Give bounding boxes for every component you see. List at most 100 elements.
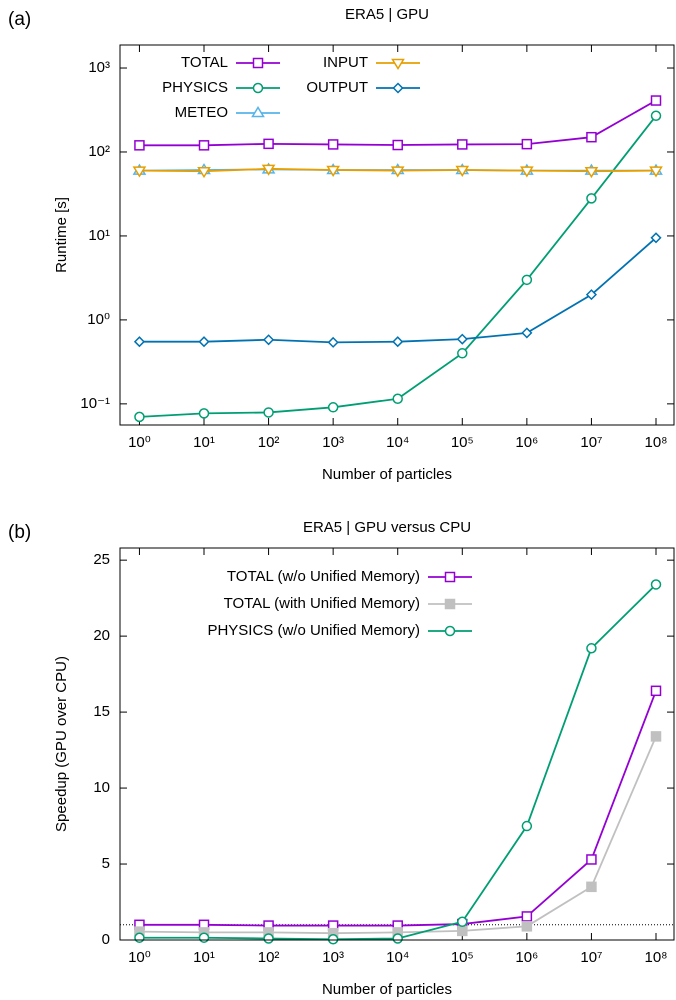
marker bbox=[586, 131, 597, 143]
x-tick-label: 10¹ bbox=[193, 949, 215, 966]
marker bbox=[327, 139, 339, 150]
marker bbox=[392, 393, 403, 405]
marker bbox=[457, 348, 468, 359]
x-tick-label: 10⁶ bbox=[515, 434, 538, 451]
y-tick-label: 10³ bbox=[88, 59, 110, 76]
legend-label: PHYSICS bbox=[162, 79, 228, 96]
marker bbox=[586, 881, 597, 893]
marker bbox=[520, 166, 534, 178]
marker bbox=[456, 333, 468, 345]
x-tick-label: 10⁶ bbox=[515, 949, 538, 966]
x-axis-label: Number of particles bbox=[322, 981, 452, 998]
y-tick-label: 10² bbox=[88, 143, 110, 160]
marker bbox=[392, 139, 403, 151]
marker bbox=[521, 921, 533, 932]
marker bbox=[132, 166, 147, 178]
y-axis-label: Runtime [s] bbox=[53, 197, 70, 273]
marker bbox=[134, 411, 145, 423]
legend-label: INPUT bbox=[323, 54, 368, 71]
marker bbox=[327, 933, 339, 945]
marker bbox=[457, 925, 468, 937]
marker bbox=[198, 408, 210, 419]
marker bbox=[521, 820, 533, 832]
marker bbox=[198, 140, 210, 151]
marker bbox=[263, 933, 274, 944]
marker bbox=[586, 643, 597, 654]
x-tick-label: 10⁷ bbox=[580, 434, 602, 451]
marker bbox=[327, 336, 339, 348]
marker bbox=[261, 164, 276, 176]
marker bbox=[521, 138, 533, 150]
marker bbox=[650, 232, 662, 244]
legend-label: TOTAL (w/o Unified Memory) bbox=[227, 568, 420, 585]
y-tick-label: 0 bbox=[102, 931, 110, 948]
x-tick-label: 10⁷ bbox=[580, 949, 602, 966]
marker bbox=[263, 138, 274, 150]
marker bbox=[251, 106, 265, 118]
x-tick-label: 10⁰ bbox=[128, 434, 151, 451]
plot-frame bbox=[119, 547, 675, 941]
marker bbox=[457, 916, 468, 928]
marker bbox=[649, 166, 663, 178]
marker bbox=[390, 166, 405, 178]
y-tick-label: 10 bbox=[93, 779, 110, 796]
x-tick-label: 10⁸ bbox=[644, 434, 667, 451]
chart-title: ERA5 | GPU bbox=[345, 6, 429, 23]
y-tick-label: 5 bbox=[102, 855, 110, 872]
series-line bbox=[139, 690, 657, 927]
y-tick-label: 15 bbox=[93, 703, 110, 720]
x-tick-label: 10² bbox=[258, 949, 280, 966]
legend-label: PHYSICS (w/o Unified Memory) bbox=[207, 622, 420, 639]
panel-label: (a) bbox=[8, 9, 31, 30]
marker bbox=[586, 854, 597, 865]
y-tick-label: 25 bbox=[93, 551, 110, 568]
series-line bbox=[139, 115, 657, 418]
marker bbox=[650, 110, 662, 122]
x-tick-label: 10² bbox=[258, 434, 280, 451]
marker bbox=[263, 334, 275, 346]
marker bbox=[650, 731, 662, 742]
marker bbox=[252, 57, 264, 69]
marker bbox=[444, 625, 456, 637]
marker bbox=[586, 193, 597, 204]
marker bbox=[133, 336, 145, 348]
panel-label: (b) bbox=[8, 522, 31, 543]
marker bbox=[650, 579, 662, 590]
marker bbox=[391, 58, 405, 70]
y-tick-label: 10⁰ bbox=[87, 311, 110, 328]
legend-label: OUTPUT bbox=[306, 79, 368, 96]
marker bbox=[198, 336, 210, 348]
marker bbox=[263, 407, 274, 418]
x-tick-label: 10⁸ bbox=[644, 949, 667, 966]
marker bbox=[521, 327, 533, 339]
y-axis-label: Speedup (GPU over CPU) bbox=[53, 656, 70, 832]
y-tick-label: 10¹ bbox=[88, 227, 110, 244]
marker bbox=[197, 166, 211, 179]
marker bbox=[650, 95, 662, 106]
series-line bbox=[139, 736, 657, 935]
chart-title: ERA5 | GPU versus CPU bbox=[303, 519, 471, 536]
x-tick-label: 10⁴ bbox=[386, 434, 409, 451]
x-tick-label: 10³ bbox=[322, 949, 344, 966]
marker bbox=[585, 289, 597, 301]
x-tick-label: 10¹ bbox=[193, 434, 215, 451]
marker bbox=[198, 932, 210, 943]
plot-frame bbox=[119, 44, 675, 426]
x-tick-label: 10⁴ bbox=[386, 949, 409, 966]
marker bbox=[392, 933, 403, 944]
x-tick-label: 10⁰ bbox=[128, 949, 151, 966]
marker bbox=[444, 598, 456, 610]
y-tick-label: 10⁻¹ bbox=[80, 395, 110, 412]
y-tick-label: 20 bbox=[93, 627, 110, 644]
marker bbox=[521, 274, 533, 286]
x-tick-label: 10⁵ bbox=[451, 949, 474, 966]
marker bbox=[392, 82, 404, 94]
x-axis-label: Number of particles bbox=[322, 466, 452, 483]
marker bbox=[455, 165, 470, 177]
marker bbox=[326, 165, 340, 177]
legend-label: TOTAL (with Unified Memory) bbox=[224, 595, 420, 612]
marker bbox=[457, 139, 468, 150]
marker bbox=[650, 685, 662, 697]
x-tick-label: 10⁵ bbox=[451, 434, 474, 451]
